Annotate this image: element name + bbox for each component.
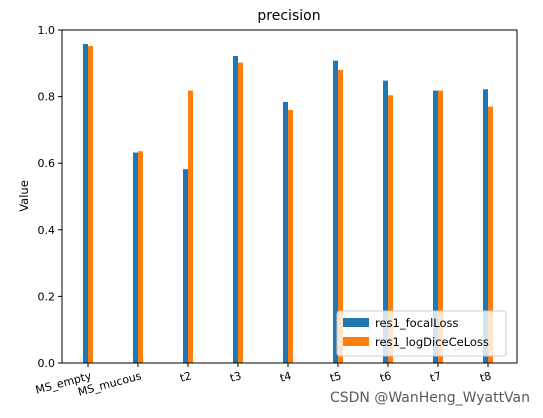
bar-res1_logDiceCeLoss-t8 [488, 106, 493, 363]
watermark: CSDN @WanHeng_WyattVan [330, 390, 530, 406]
bar-res1_focalLoss-t6 [383, 80, 388, 363]
bar-res1_logDiceCeLoss-t3 [238, 62, 243, 363]
legend-swatch-res1_logDiceCeLoss [343, 337, 369, 346]
legend-box [336, 310, 507, 357]
bar-res1_logDiceCeLoss-t4 [288, 109, 293, 363]
bars-group [83, 43, 493, 364]
x-tick-label: t5 [328, 369, 342, 384]
legend-swatch-res1_focalLoss [343, 318, 369, 327]
legend-label-res1_focalLoss: res1_focalLoss [375, 316, 458, 330]
bar-res1_logDiceCeLoss-t6 [388, 95, 393, 363]
x-tick-label: t4 [278, 369, 292, 384]
y-axis: 0.0 0.2 0.4 0.6 0.8 1.0 [38, 24, 62, 370]
bar-res1_logDiceCeLoss-t7 [438, 90, 443, 363]
x-tick-label: t2 [178, 369, 192, 384]
y-tick-label: 0.6 [38, 157, 56, 170]
y-tick-label: 0.2 [38, 290, 56, 303]
bar-res1_logDiceCeLoss-MS_empty [88, 45, 93, 363]
y-tick-label: 0.4 [38, 224, 56, 237]
bar-res1_focalLoss-t8 [483, 89, 488, 364]
x-tick-label: t8 [478, 369, 492, 384]
y-tick-label: 1.0 [38, 24, 56, 37]
x-tick-label: t7 [428, 369, 442, 384]
y-tick-label: 0.8 [38, 91, 56, 104]
y-axis-label: Value [17, 180, 31, 212]
legend: res1_focalLoss res1_logDiceCeLoss [336, 310, 507, 357]
bar-res1_focalLoss-t7 [433, 90, 438, 363]
x-tick-label: t6 [378, 369, 392, 384]
x-tick-label: t3 [228, 369, 242, 384]
bar-res1_focalLoss-MS_mucous [133, 152, 138, 363]
plot-frame [61, 29, 518, 364]
bar-res1_logDiceCeLoss-t2 [188, 90, 193, 363]
bar-res1_focalLoss-MS_empty [83, 43, 88, 364]
bar-res1_focalLoss-t4 [283, 101, 288, 363]
legend-label-res1_logDiceCeLoss: res1_logDiceCeLoss [375, 335, 489, 349]
chart-title: precision [257, 8, 320, 24]
bar-res1_focalLoss-t5 [333, 60, 338, 364]
y-tick-label: 0.0 [38, 357, 56, 370]
bar-res1_logDiceCeLoss-t5 [338, 69, 343, 364]
bar-res1_focalLoss-t2 [183, 169, 188, 363]
bar-res1_logDiceCeLoss-MS_mucous [138, 151, 143, 363]
bar-res1_focalLoss-t3 [233, 55, 238, 363]
